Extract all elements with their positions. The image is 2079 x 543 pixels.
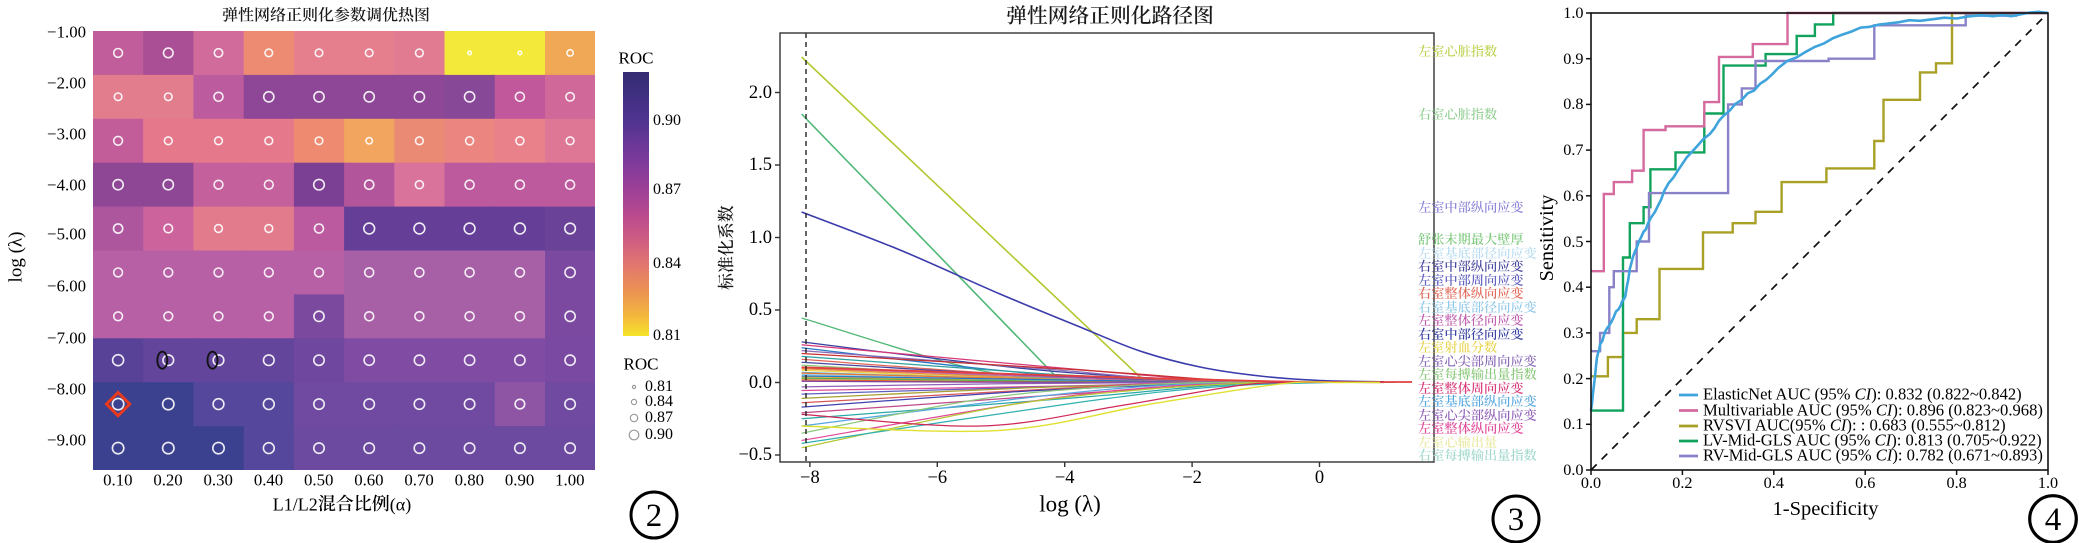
svg-text:3: 3	[1508, 502, 1525, 538]
svg-text:2: 2	[646, 498, 663, 534]
svg-text:4: 4	[2045, 502, 2062, 538]
